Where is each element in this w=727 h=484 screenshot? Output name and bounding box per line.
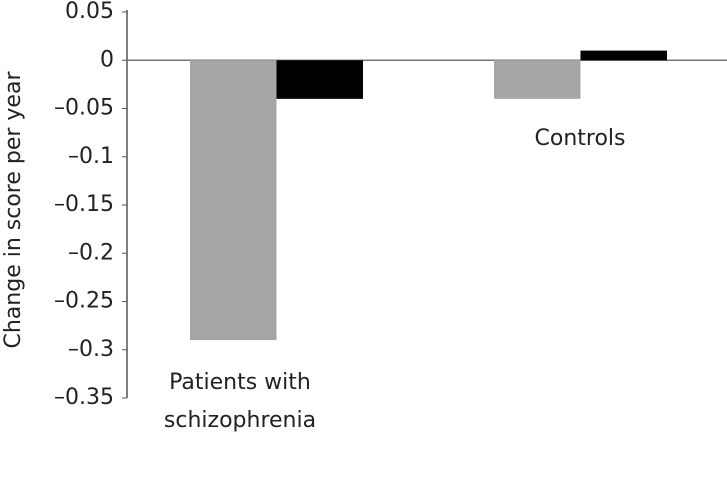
category-label: Controls xyxy=(534,126,626,151)
y-tick-label: –0.2 xyxy=(68,240,114,265)
bar xyxy=(276,60,363,99)
y-tick-label: –0.35 xyxy=(54,385,114,410)
y-tick-label: –0.05 xyxy=(54,96,114,121)
category-label: Patients with schizophrenia xyxy=(163,370,317,433)
bar xyxy=(494,60,581,99)
y-tick-label: 0.05 xyxy=(65,0,114,24)
bar xyxy=(580,50,667,61)
y-tick-label: –0.3 xyxy=(68,337,114,362)
y-tick-label: –0.1 xyxy=(68,144,114,169)
y-tick-label: –0.15 xyxy=(54,192,114,217)
y-tick-label: –0.25 xyxy=(54,289,114,314)
bar xyxy=(190,60,277,341)
y-tick-label: 0 xyxy=(100,47,114,72)
y-axis-label: Change in score per year xyxy=(1,71,26,349)
